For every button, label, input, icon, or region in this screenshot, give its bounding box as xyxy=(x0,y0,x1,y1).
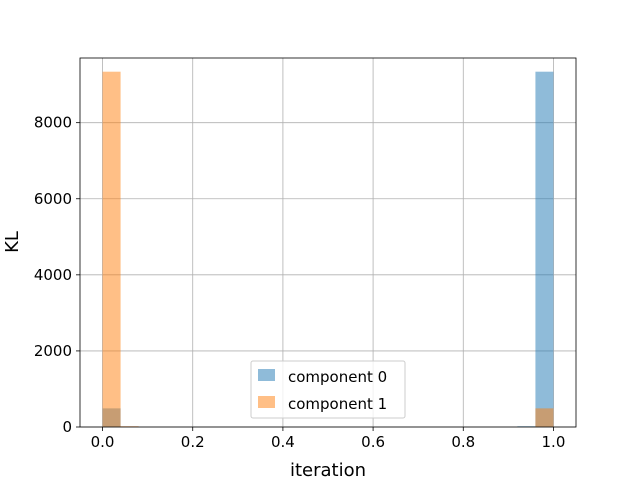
plot-frame xyxy=(79,57,577,428)
x-tick-label: 0.4 xyxy=(271,433,295,451)
x-axis-label: iteration xyxy=(290,460,366,480)
bars xyxy=(102,71,554,427)
legend-box xyxy=(250,360,406,419)
bar-component-1 xyxy=(102,71,121,427)
bar-component-1 xyxy=(535,408,554,427)
legend-label-component-1: component 1 xyxy=(288,395,387,413)
y-tick-label: 2000 xyxy=(34,342,72,360)
legend-swatch-component-0 xyxy=(258,369,275,381)
y-tick-label: 0 xyxy=(62,418,72,436)
x-tick-label: 0.6 xyxy=(361,433,385,451)
y-tick-label: 6000 xyxy=(34,190,72,208)
x-tick-label: 0.8 xyxy=(451,433,475,451)
y-tick-label: 8000 xyxy=(34,114,72,132)
legend-swatch-component-1 xyxy=(258,396,275,408)
y-axis-label: KL xyxy=(2,231,23,253)
x-tick-label: 0.2 xyxy=(181,433,205,451)
ticks: 0.0 0.2 0.4 0.6 0.8 1.0 0 2000 4000 6000 8000 xyxy=(34,114,566,451)
y-tick-label: 4000 xyxy=(34,266,72,284)
legend: component 0 component 1 xyxy=(250,360,406,419)
x-tick-label: 0.0 xyxy=(91,433,115,451)
x-tick-label: 1.0 xyxy=(542,433,566,451)
bar-component-0 xyxy=(535,71,554,427)
legend-label-component-0: component 0 xyxy=(288,368,387,386)
